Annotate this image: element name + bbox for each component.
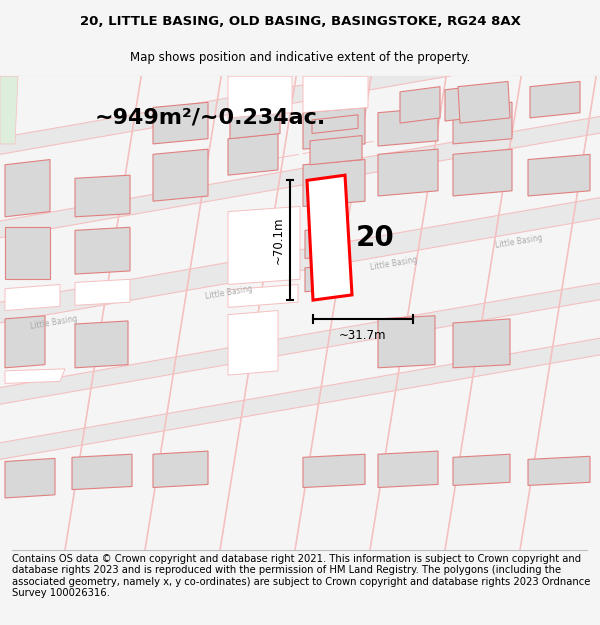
Polygon shape (445, 84, 490, 121)
Polygon shape (310, 136, 362, 165)
Polygon shape (312, 115, 358, 134)
Text: ~31.7m: ~31.7m (339, 329, 387, 342)
Polygon shape (0, 283, 600, 404)
Polygon shape (307, 175, 352, 300)
Text: Map shows position and indicative extent of the property.: Map shows position and indicative extent… (130, 51, 470, 64)
Polygon shape (5, 284, 60, 311)
Polygon shape (153, 102, 208, 144)
Polygon shape (5, 228, 50, 279)
Polygon shape (0, 33, 600, 154)
Polygon shape (378, 316, 435, 368)
Polygon shape (528, 456, 590, 486)
Polygon shape (453, 149, 512, 196)
Text: ~70.1m: ~70.1m (271, 216, 284, 264)
Polygon shape (453, 102, 512, 144)
Polygon shape (378, 149, 438, 196)
Polygon shape (153, 451, 208, 488)
Polygon shape (530, 81, 580, 118)
Polygon shape (378, 107, 438, 146)
Polygon shape (228, 284, 298, 308)
Polygon shape (5, 369, 65, 383)
Polygon shape (0, 338, 600, 459)
Text: Contains OS data © Crown copyright and database right 2021. This information is : Contains OS data © Crown copyright and d… (12, 554, 590, 599)
Polygon shape (75, 175, 130, 217)
Polygon shape (0, 198, 600, 323)
Polygon shape (75, 228, 130, 274)
Polygon shape (0, 76, 18, 144)
Polygon shape (528, 154, 590, 196)
Text: Little Basing: Little Basing (205, 284, 254, 301)
Polygon shape (228, 76, 292, 118)
Polygon shape (72, 454, 132, 489)
Polygon shape (228, 206, 300, 284)
Polygon shape (228, 134, 278, 175)
Polygon shape (5, 316, 45, 368)
Polygon shape (228, 311, 278, 375)
Polygon shape (303, 107, 365, 149)
Polygon shape (400, 87, 440, 123)
Polygon shape (75, 279, 130, 306)
Polygon shape (453, 319, 510, 368)
Polygon shape (305, 264, 350, 292)
Polygon shape (153, 149, 208, 201)
Polygon shape (303, 159, 365, 206)
Polygon shape (230, 102, 280, 139)
Text: 20, LITTLE BASING, OLD BASING, BASINGSTOKE, RG24 8AX: 20, LITTLE BASING, OLD BASING, BASINGSTO… (80, 15, 520, 28)
Text: Little Basing: Little Basing (495, 234, 544, 251)
Polygon shape (5, 458, 55, 498)
Polygon shape (5, 159, 50, 217)
Text: Little Basing: Little Basing (30, 314, 79, 331)
Polygon shape (378, 451, 438, 488)
Text: ~949m²/~0.234ac.: ~949m²/~0.234ac. (94, 108, 326, 128)
Polygon shape (75, 321, 128, 368)
Polygon shape (0, 116, 600, 238)
Text: Little Basing: Little Basing (370, 256, 419, 272)
Polygon shape (453, 454, 510, 486)
Polygon shape (0, 51, 600, 625)
Polygon shape (458, 81, 510, 123)
Polygon shape (303, 76, 368, 112)
Text: 20: 20 (356, 224, 394, 252)
Polygon shape (303, 454, 365, 488)
Polygon shape (305, 228, 340, 259)
